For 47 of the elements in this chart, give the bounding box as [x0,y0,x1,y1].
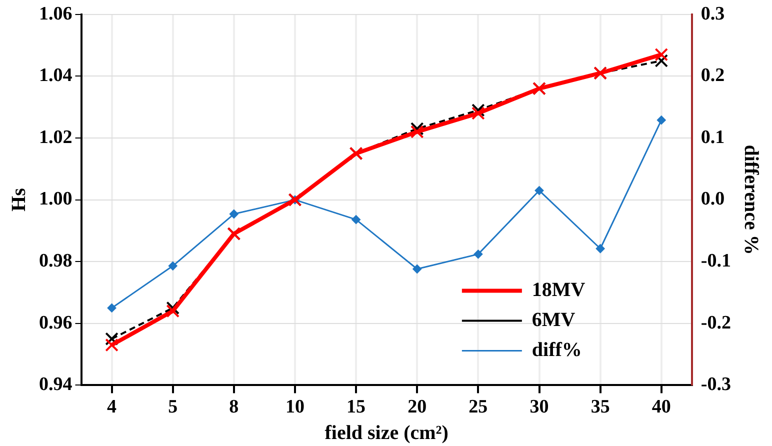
point [105,338,118,352]
point [596,244,605,254]
x-tick-label: 4 [107,396,118,418]
point [229,210,238,219]
point [107,303,116,312]
x-tick-label: 40 [652,396,671,418]
x-tick-label: 35 [590,396,610,418]
y2-tick-label: -0.3 [700,374,731,396]
point [472,106,485,120]
point [410,125,424,138]
x-tick-label: 25 [468,396,488,418]
y2-axis-title: difference % [740,144,762,255]
point [534,186,544,196]
y-tick-label: 1.04 [39,65,73,86]
legend-label: diff% [532,338,582,361]
y-tick-label: 1.00 [39,188,72,210]
y2-tick-label: 0.2 [700,65,725,86]
y-tick-label: 0.96 [39,312,72,334]
y-axis-title: Hs [8,188,30,212]
y2-tick-label: -0.2 [700,312,731,334]
x-tick-label: 20 [408,396,427,418]
y2-tick-label: -0.1 [700,250,731,272]
legend-label: 6MV [532,308,576,331]
y-tick-label: 1.02 [39,126,72,148]
x-tick-label: 30 [530,396,549,418]
point [656,116,666,125]
x-tick-label: 5 [168,396,178,418]
x-tick-label: 8 [229,396,239,418]
point [105,332,118,346]
point [654,54,668,68]
point [166,304,180,318]
point [412,264,422,274]
x-tick-label: 10 [285,396,304,418]
y2-tick-label: 0.1 [700,126,725,148]
point [352,215,361,224]
point [168,261,178,270]
y-tick-label: 0.94 [39,374,73,396]
y-tick-label: 1.06 [39,3,72,24]
legend-label: 18MV [532,278,586,301]
y2-tick-label: 0.3 [700,3,725,24]
x-tick-label: 15 [346,396,366,418]
point [654,48,668,62]
y-tick-label: 0.98 [39,250,72,272]
point [474,250,483,259]
x-axis-title: field size (cm²) [324,422,448,444]
point [166,301,180,315]
y2-tick-label: 0.0 [700,188,725,210]
